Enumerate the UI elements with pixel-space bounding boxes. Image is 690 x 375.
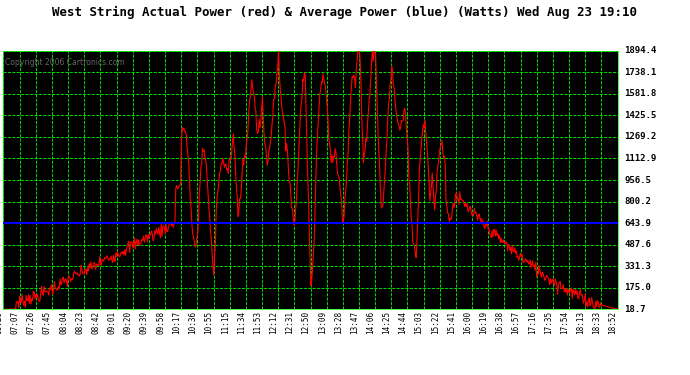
- Text: 17:35: 17:35: [544, 310, 553, 334]
- Text: 1581.8: 1581.8: [624, 89, 657, 98]
- Text: 331.3: 331.3: [624, 262, 651, 271]
- Text: 13:47: 13:47: [350, 310, 359, 334]
- Text: 08:23: 08:23: [75, 310, 84, 334]
- Text: Copyright 2006 Cartronics.com: Copyright 2006 Cartronics.com: [5, 58, 124, 68]
- Text: 08:42: 08:42: [91, 310, 101, 334]
- Text: 1112.9: 1112.9: [624, 154, 657, 163]
- Text: 15:03: 15:03: [415, 310, 424, 334]
- Text: 16:38: 16:38: [495, 310, 504, 334]
- Text: 1894.4: 1894.4: [624, 46, 657, 55]
- Text: 10:17: 10:17: [172, 310, 181, 334]
- Text: 07:07: 07:07: [10, 310, 19, 334]
- Text: 10:55: 10:55: [204, 310, 213, 334]
- Text: 11:53: 11:53: [253, 310, 262, 334]
- Text: 13:09: 13:09: [317, 310, 326, 334]
- Text: 09:01: 09:01: [108, 310, 117, 334]
- Text: 800.2: 800.2: [624, 197, 651, 206]
- Text: West String Actual Power (red) & Average Power (blue) (Watts) Wed Aug 23 19:10: West String Actual Power (red) & Average…: [52, 6, 638, 19]
- Text: 1738.1: 1738.1: [624, 68, 657, 76]
- Text: 18:13: 18:13: [576, 310, 585, 334]
- Text: 487.6: 487.6: [624, 240, 651, 249]
- Text: 08:04: 08:04: [59, 310, 68, 334]
- Text: 18:33: 18:33: [593, 310, 602, 334]
- Text: 17:16: 17:16: [528, 310, 537, 334]
- Text: 11:15: 11:15: [221, 310, 230, 334]
- Text: 07:26: 07:26: [27, 310, 36, 334]
- Text: 11:34: 11:34: [237, 310, 246, 334]
- Text: 16:57: 16:57: [511, 310, 520, 334]
- Text: 09:20: 09:20: [124, 310, 132, 334]
- Text: 18:52: 18:52: [609, 310, 618, 334]
- Text: 06:29: 06:29: [0, 310, 3, 334]
- Text: 09:58: 09:58: [156, 310, 165, 334]
- Text: 643.9: 643.9: [624, 219, 651, 228]
- Text: 13:28: 13:28: [334, 310, 343, 334]
- Text: 15:22: 15:22: [431, 310, 440, 334]
- Text: 16:00: 16:00: [463, 310, 472, 334]
- Text: 12:31: 12:31: [286, 310, 295, 334]
- Text: 17:54: 17:54: [560, 310, 569, 334]
- Text: 12:12: 12:12: [269, 310, 278, 334]
- Text: 14:06: 14:06: [366, 310, 375, 334]
- Text: 18.7: 18.7: [624, 305, 646, 314]
- Text: 14:25: 14:25: [382, 310, 391, 334]
- Text: 956.5: 956.5: [624, 176, 651, 184]
- Text: 10:36: 10:36: [188, 310, 197, 334]
- Text: 1425.5: 1425.5: [624, 111, 657, 120]
- Text: 07:45: 07:45: [43, 310, 52, 334]
- Text: 16:19: 16:19: [480, 310, 489, 334]
- Text: 1269.2: 1269.2: [624, 132, 657, 141]
- Text: 175.0: 175.0: [624, 284, 651, 292]
- Text: 12:50: 12:50: [302, 310, 310, 334]
- Text: 09:39: 09:39: [140, 310, 149, 334]
- Text: 15:41: 15:41: [447, 310, 456, 334]
- Text: 14:44: 14:44: [398, 310, 408, 334]
